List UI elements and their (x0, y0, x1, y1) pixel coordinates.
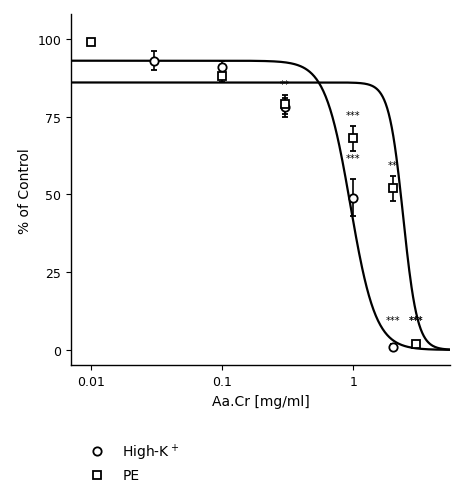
Legend: High-K$^+$, PE: High-K$^+$, PE (78, 436, 185, 488)
Text: **: ** (280, 80, 290, 90)
Text: ***: *** (346, 111, 361, 121)
Text: ***: *** (409, 316, 423, 325)
Text: ***: *** (409, 316, 423, 325)
Text: ***: *** (385, 316, 400, 325)
Text: **: ** (388, 160, 398, 170)
Y-axis label: % of Control: % of Control (18, 148, 32, 233)
Text: ***: *** (346, 154, 361, 164)
X-axis label: Aa.Cr [mg/ml]: Aa.Cr [mg/ml] (212, 394, 310, 408)
